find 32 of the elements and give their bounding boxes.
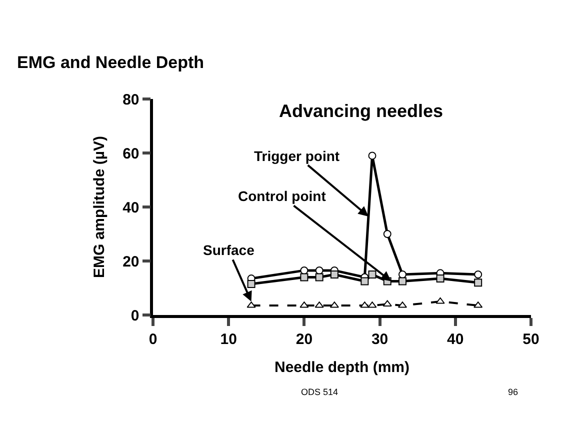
x-tick-label: 10 [220, 330, 237, 348]
chart-subtitle: Advancing needles [279, 101, 444, 121]
point [247, 280, 256, 288]
x-tick-label: 50 [522, 330, 540, 348]
chart-title: EMG and Needle Depth [17, 52, 204, 72]
x-tick-label: 20 [296, 330, 313, 348]
y-tick-label: 40 [122, 199, 140, 216]
y-axis-title: EMG amplitude (µV) [90, 136, 108, 278]
point [383, 230, 392, 238]
point [474, 270, 482, 278]
x-axis-title: Needle depth (mm) [274, 358, 410, 376]
point [315, 273, 324, 282]
x-tick-label: 0 [148, 330, 158, 348]
y-tick-label: 60 [122, 145, 140, 162]
point [398, 277, 406, 286]
point [474, 278, 482, 287]
text: 96 [508, 387, 518, 397]
x-tick-label: 30 [371, 330, 388, 348]
point [368, 270, 376, 278]
point [330, 270, 338, 278]
y-tick-label: 20 [122, 253, 140, 270]
text: ODS 514 [301, 387, 338, 397]
point [300, 273, 308, 282]
text: Surface [203, 242, 255, 258]
point [436, 274, 444, 283]
x-tick-label: 40 [447, 330, 464, 348]
y-tick-label: 0 [130, 307, 140, 324]
y-tick-label: 80 [122, 91, 140, 108]
point [398, 270, 406, 278]
text: Trigger point [254, 148, 340, 164]
text: Control point [238, 188, 326, 204]
point [360, 277, 369, 286]
